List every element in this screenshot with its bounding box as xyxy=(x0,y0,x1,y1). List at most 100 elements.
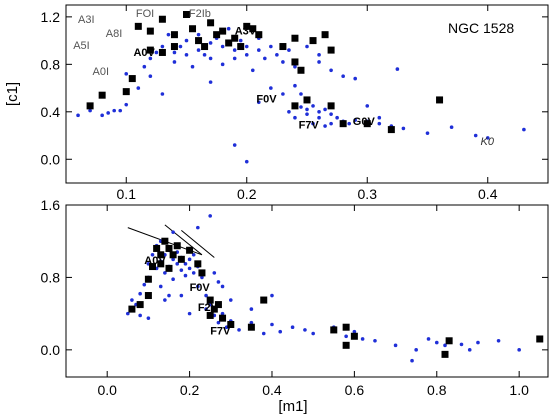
top-circle-point xyxy=(269,86,273,90)
bottom-plot-frame xyxy=(65,204,549,378)
top-y-tick-label: 0.4 xyxy=(41,104,61,120)
bottom-circle-point xyxy=(138,291,142,296)
bottom-circle-point xyxy=(171,230,175,234)
bottom-circle-point xyxy=(212,271,217,275)
top-square-point xyxy=(195,37,203,45)
bottom-circle-point xyxy=(426,337,431,341)
bottom-annotation-label: A0V xyxy=(144,255,166,267)
top-annotation-label: A0I xyxy=(93,66,110,78)
top-circle-point xyxy=(341,74,345,78)
bottom-square-point xyxy=(128,305,136,313)
bottom-circle-point xyxy=(434,340,439,345)
top-circle-point xyxy=(329,121,333,126)
top-square-point xyxy=(279,43,287,51)
top-circle-point xyxy=(208,56,213,61)
top-circle-point xyxy=(335,115,339,120)
top-square-point xyxy=(297,66,305,74)
top-y-tick-label: 0.8 xyxy=(41,56,61,72)
top-square-point xyxy=(146,27,154,35)
bottom-circle-point xyxy=(216,320,221,325)
top-square-point xyxy=(134,22,142,30)
top-annotation-label: FOI xyxy=(136,8,154,20)
bottom-circle-point xyxy=(228,298,233,302)
bottom-square-point xyxy=(153,244,161,252)
top-square-point xyxy=(303,96,311,104)
bottom-square-point xyxy=(136,301,144,309)
top-circle-point xyxy=(377,115,382,120)
bottom-circle-point xyxy=(191,271,196,275)
top-circle-point xyxy=(196,48,201,52)
top-circle-point xyxy=(136,86,141,90)
bottom-circle-point xyxy=(443,343,447,348)
bottom-square-point xyxy=(227,320,235,328)
bottom-circle-point xyxy=(183,262,188,266)
bottom-annotation-label: F0V xyxy=(190,282,211,294)
bottom-circle-point xyxy=(171,277,175,282)
top-circle-point xyxy=(353,76,358,81)
bottom-square-point xyxy=(165,244,173,252)
bottom-circle-point xyxy=(220,284,225,289)
bottom-circle-point xyxy=(208,214,212,218)
bottom-x-tick-label: 0.6 xyxy=(345,382,365,398)
top-circle-point xyxy=(299,92,303,96)
bottom-x-tick-label: 0.0 xyxy=(97,382,117,398)
top-circle-point xyxy=(208,80,213,84)
cluster-name-label: NGC 1528 xyxy=(448,20,514,36)
bottom-annotation-label: F2V xyxy=(198,302,219,314)
bottom-circle-point xyxy=(196,225,200,230)
top-circle-point xyxy=(305,107,309,112)
top-y-tick-label: 1.2 xyxy=(41,9,61,25)
top-square-point xyxy=(128,75,136,83)
bottom-circle-point xyxy=(237,328,241,332)
top-circle-point xyxy=(395,67,400,71)
top-square-point xyxy=(243,22,251,30)
top-annotation-label: A3V xyxy=(235,26,257,38)
top-circle-point xyxy=(232,48,237,52)
bottom-circle-point xyxy=(196,284,200,289)
top-circle-point xyxy=(184,53,189,57)
bottom-square-point xyxy=(198,269,206,277)
top-panel: 0.1 0.2 0.3 0.4 0.0 0.4 0.8 1.2 [c1] A3I FOI F2Ib A8… xyxy=(4,4,549,202)
top-circle-point xyxy=(293,115,297,120)
bottom-circle-point xyxy=(146,316,151,320)
bottom-circle-point xyxy=(517,348,521,352)
bottom-square-point xyxy=(350,332,358,340)
bottom-circle-point xyxy=(204,307,208,311)
bottom-square-point xyxy=(210,305,218,313)
top-square-point xyxy=(170,43,178,51)
top-square-point xyxy=(291,102,299,110)
top-circle-point xyxy=(485,136,490,140)
top-square-point xyxy=(183,10,190,18)
bottom-circle-point xyxy=(220,311,225,316)
bottom-annotation-line xyxy=(181,229,215,258)
top-square-point xyxy=(436,96,444,104)
top-circle-point xyxy=(178,44,183,49)
top-square-point xyxy=(146,46,154,54)
bottom-circle-point xyxy=(175,262,180,266)
bottom-circle-point xyxy=(270,293,274,298)
top-circle-point xyxy=(317,60,321,64)
bottom-square-point xyxy=(144,275,152,283)
top-square-point xyxy=(231,34,239,42)
top-square-point xyxy=(237,43,245,51)
top-circle-point xyxy=(250,68,255,73)
bottom-square-point xyxy=(342,341,350,349)
top-circle-point xyxy=(293,83,297,88)
top-circle-point xyxy=(226,26,231,31)
top-square-point xyxy=(213,31,221,39)
bottom-circle-point xyxy=(261,331,266,336)
bottom-y-tick-label: 1.6 xyxy=(41,197,61,213)
top-circle-point xyxy=(317,110,321,114)
top-annotation-label: K0 xyxy=(481,136,495,148)
top-square-point xyxy=(98,91,106,99)
bottom-circle-point xyxy=(163,271,167,275)
top-y-tick-label: 0.0 xyxy=(41,151,61,167)
top-circle-point xyxy=(473,133,478,138)
bottom-annotation-label: F7V xyxy=(210,325,231,337)
bottom-square-point xyxy=(177,255,185,263)
top-circle-point xyxy=(244,159,249,164)
bottom-circle-point xyxy=(467,348,472,352)
bottom-circle-point xyxy=(150,252,155,257)
top-square-point xyxy=(158,15,166,23)
top-circle-point xyxy=(449,125,454,130)
